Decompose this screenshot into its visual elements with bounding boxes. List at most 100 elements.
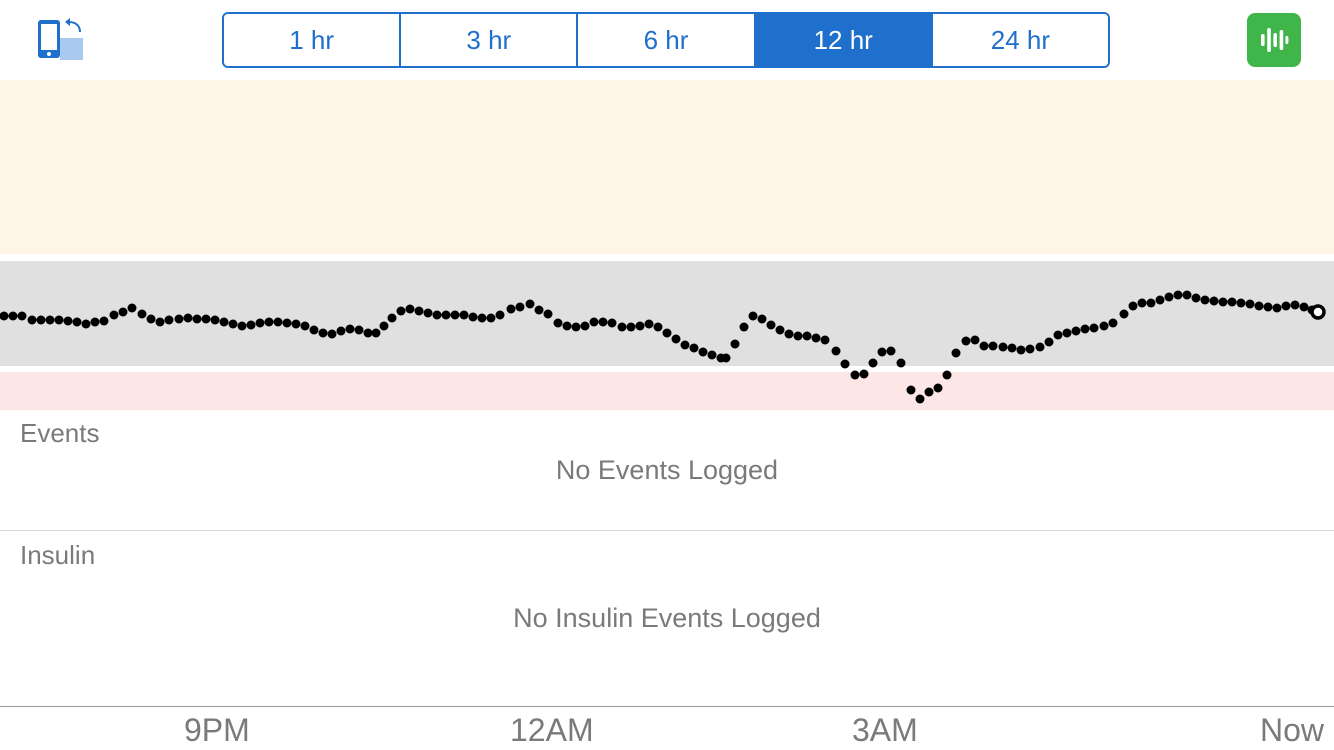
share-button[interactable] — [1247, 13, 1301, 67]
glucose-reading-point — [72, 317, 82, 327]
glucose-reading-point — [1182, 290, 1192, 300]
glucose-reading-point — [831, 346, 841, 356]
section-divider — [0, 530, 1334, 531]
glucose-reading-point — [924, 387, 934, 397]
glucose-reading-point — [1080, 324, 1090, 334]
glucose-reading-point — [387, 313, 397, 323]
range-3hr-button[interactable]: 3 hr — [401, 14, 579, 66]
glucose-reading-point — [589, 317, 599, 327]
glucose-reading-point — [635, 321, 645, 331]
glucose-reading-point — [1218, 297, 1228, 307]
glucose-reading-point — [793, 331, 803, 341]
glucose-reading-point — [915, 394, 925, 404]
glucose-reading-point — [174, 314, 184, 324]
glucose-reading-point — [680, 340, 690, 350]
glucose-reading-point — [886, 346, 896, 356]
glucose-reading-point — [1119, 309, 1129, 319]
glucose-reading-point — [1155, 295, 1165, 305]
range-6hr-button[interactable]: 6 hr — [578, 14, 756, 66]
glucose-reading-point — [0, 311, 9, 321]
glucose-reading-point — [707, 350, 717, 360]
glucose-reading-point — [441, 310, 451, 320]
glucose-reading-point — [1281, 301, 1291, 311]
glucose-reading-point — [45, 315, 55, 325]
range-24hr-button[interactable]: 24 hr — [932, 14, 1108, 66]
glucose-reading-point — [228, 319, 238, 329]
glucose-reading-point — [850, 370, 860, 380]
glucose-reading-point — [1099, 321, 1109, 331]
range-1hr-button[interactable]: 1 hr — [224, 14, 402, 66]
glucose-chart — [0, 80, 1334, 410]
events-empty-message: No Events Logged — [555, 455, 779, 485]
glucose-reading-point — [118, 307, 128, 317]
glucose-reading-point — [264, 317, 274, 327]
glucose-reading-point — [1071, 326, 1081, 336]
glucose-reading-point — [1272, 303, 1282, 313]
glucose-reading-point — [246, 320, 256, 330]
glucose-reading-point — [1191, 293, 1201, 303]
glucose-reading-point — [127, 303, 137, 313]
glucose-reading-point — [1016, 345, 1026, 355]
glucose-readings — [0, 290, 1326, 404]
glucose-reading-point — [961, 336, 971, 346]
glucose-reading-point — [90, 317, 100, 327]
time-axis-tick: 3AM — [852, 712, 918, 748]
glucose-reading-point — [414, 306, 424, 316]
glucose-reading-point — [979, 341, 989, 351]
glucose-reading-point — [396, 306, 406, 316]
glucose-reading-point — [1254, 301, 1264, 311]
glucose-reading-point — [896, 358, 906, 368]
glucose-reading-point — [255, 318, 265, 328]
glucose-reading-point — [951, 348, 961, 358]
glucose-reading-point — [644, 319, 654, 329]
glucose-reading-point — [1245, 299, 1255, 309]
glucose-reading-point — [318, 328, 328, 338]
latest-reading-point — [1310, 304, 1326, 320]
glucose-reading-point — [820, 335, 830, 345]
glucose-reading-point — [27, 315, 37, 325]
time-axis-line — [0, 706, 1334, 707]
glucose-reading-point — [607, 318, 617, 328]
glucose-reading-point — [164, 315, 174, 325]
glucose-reading-point — [580, 321, 590, 331]
glucose-reading-point — [617, 322, 627, 332]
glucose-reading-point — [1173, 290, 1183, 300]
glucose-reading-point — [840, 359, 850, 369]
glucose-reading-point — [210, 315, 220, 325]
glucose-reading-point — [371, 328, 381, 338]
rotate-device-icon[interactable] — [36, 18, 86, 64]
time-axis-tick: 9PM — [184, 712, 250, 748]
glucose-reading-point — [877, 347, 887, 357]
insulin-empty-message: No Insulin Events Logged — [513, 603, 821, 633]
glucose-reading-point — [1053, 330, 1063, 340]
glucose-reading-point — [1137, 298, 1147, 308]
glucose-reading-point — [868, 358, 878, 368]
time-range-selector: 1 hr 3 hr 6 hr 12 hr 24 hr — [222, 12, 1110, 68]
glucose-reading-point — [1164, 292, 1174, 302]
glucose-reading-point — [571, 322, 581, 332]
glucose-reading-point — [811, 333, 821, 343]
glucose-reading-point — [146, 314, 156, 324]
glucose-reading-point — [506, 304, 516, 314]
glucose-reading-point — [155, 317, 165, 327]
glucose-reading-point — [450, 310, 460, 320]
range-12hr-button[interactable]: 12 hr — [755, 14, 933, 66]
glucose-reading-point — [99, 316, 109, 326]
time-axis-tick: 12AM — [510, 712, 594, 748]
glucose-reading-point — [970, 335, 980, 345]
glucose-reading-point — [998, 342, 1008, 352]
glucose-reading-point — [515, 302, 525, 312]
glucose-reading-point — [1263, 302, 1273, 312]
glucose-reading-point — [192, 314, 202, 324]
glucose-reading-point — [354, 325, 364, 335]
glucose-reading-point — [933, 383, 943, 393]
glucose-reading-point — [282, 318, 292, 328]
glucose-reading-point — [784, 329, 794, 339]
glucose-reading-point — [942, 370, 952, 380]
high-range-band — [0, 80, 1334, 254]
glucose-reading-point — [495, 310, 505, 320]
time-axis-tick: Now — [1260, 712, 1325, 748]
glucose-reading-point — [1200, 295, 1210, 305]
glucose-reading-point — [1108, 318, 1118, 328]
glucose-reading-point — [988, 341, 998, 351]
